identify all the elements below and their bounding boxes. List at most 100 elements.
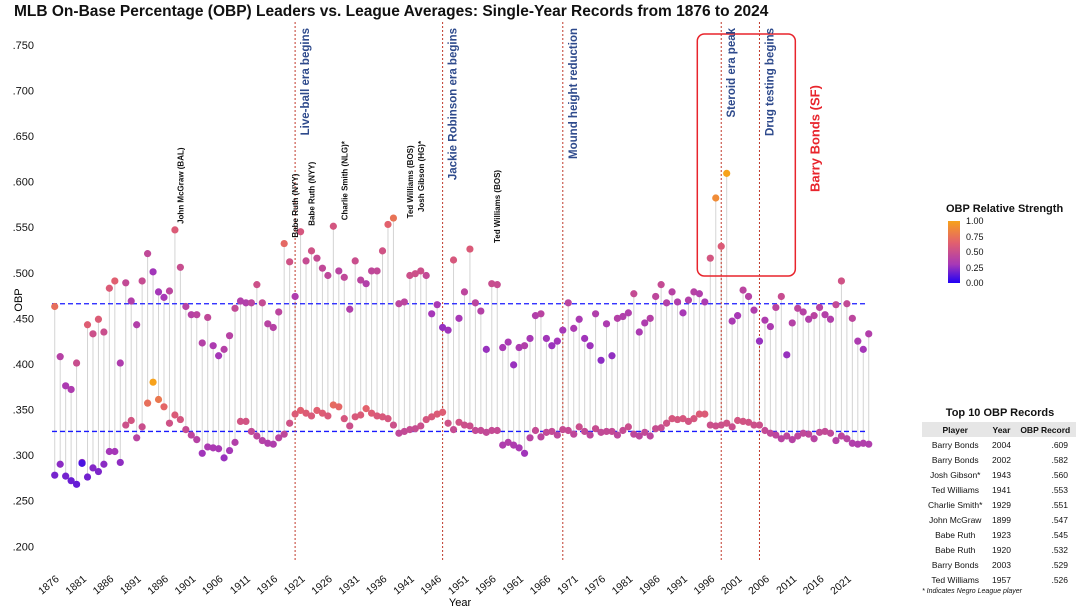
obp-leader-point (499, 343, 507, 352)
league-average-point (482, 428, 490, 436)
obp-leader-point (324, 271, 332, 280)
cell-year: 1941 (992, 484, 1011, 495)
obp-leader-point (488, 280, 496, 288)
obp-leader-point (471, 299, 479, 307)
legend-tick: 1.00 (966, 216, 984, 226)
obp-leader-point (357, 276, 365, 284)
league-average-point (187, 431, 195, 439)
x-tick-label: 1876 (36, 573, 62, 597)
table-row: Ted Williams 1941 .553 (922, 482, 1076, 497)
x-tick-label: 1981 (610, 573, 636, 597)
league-average-point (149, 378, 157, 386)
league-average-point (865, 440, 873, 448)
league-average-point (406, 426, 414, 434)
league-average-point (739, 417, 747, 425)
obp-leader-point (810, 312, 818, 320)
league-average-point (51, 471, 59, 479)
table-row: Josh Gibson* 1943 .560 (922, 467, 1076, 482)
league-average-point (493, 426, 501, 435)
cell-obp: .529 (1051, 559, 1068, 570)
obp-leader-point (504, 338, 512, 346)
x-tick-label: 1911 (228, 573, 253, 597)
league-average-point (777, 435, 785, 443)
obp-leader-point (160, 293, 168, 301)
league-average-point (133, 434, 141, 442)
obp-leader-point (373, 267, 381, 275)
obp-leader-point (706, 254, 714, 262)
x-tick-label: 1896 (145, 573, 171, 597)
obp-leader-point (788, 319, 796, 327)
cell-year: 1899 (992, 514, 1011, 525)
league-average-point (193, 436, 201, 444)
x-tick-label: 1901 (173, 573, 199, 597)
color-legend: OBP Relative Strength 1.00 0.75 0.50 0.2… (946, 203, 1076, 288)
league-average-point (204, 443, 212, 451)
league-average-point (766, 429, 774, 437)
obp-leader-point (291, 292, 299, 301)
player-annotation: Ted Williams (BOS) (493, 170, 502, 243)
league-average-point (548, 427, 556, 436)
league-average-point (378, 413, 387, 421)
obp-leader-point (111, 277, 119, 285)
obp-leader-point (204, 313, 212, 322)
obp-leader-point (307, 247, 316, 255)
league-average-point (171, 411, 179, 419)
cell-obp: .551 (1051, 499, 1068, 510)
league-average-point (810, 435, 818, 443)
league-average-point (805, 430, 813, 438)
obp-leader-point (176, 263, 184, 271)
obp-leader-point (602, 320, 611, 328)
league-average-point (275, 434, 283, 442)
league-average-point (340, 415, 348, 423)
league-average-point (679, 415, 687, 423)
cell-year: 2003 (992, 559, 1011, 570)
era-label: Jackie Robinson era begins (448, 28, 460, 180)
obp-leader-point (406, 271, 414, 280)
obp-leader-point (564, 299, 572, 307)
league-average-point (296, 406, 305, 415)
obp-leader-point (83, 321, 92, 329)
obp-leader-point (608, 352, 616, 360)
league-average-point (728, 423, 736, 431)
player-annotation: Charlie Smith (NLG)* (340, 140, 349, 220)
obp-leader-point (548, 342, 556, 350)
x-tick-label: 2016 (801, 573, 827, 597)
top10-table-panel: Top 10 OBP Records Player Year OBP Recor… (922, 407, 1078, 595)
league-average-point (313, 406, 321, 415)
cell-player: Ted Williams (931, 574, 980, 585)
league-average-point (324, 412, 332, 420)
cell-obp: .609 (1051, 439, 1068, 450)
obp-leader-point (122, 279, 130, 287)
obp-leader-point (154, 288, 163, 296)
league-average-point (335, 403, 343, 411)
chart-title: MLB On-Base Percentage (OBP) Leaders vs.… (14, 3, 769, 20)
league-average-point (56, 460, 64, 468)
obp-leader-point (422, 271, 430, 280)
obp-leader-point (477, 307, 485, 315)
x-tick-label: 1966 (528, 573, 554, 597)
reference-lines-group (52, 22, 866, 560)
league-average-point (559, 426, 567, 434)
league-average-point (247, 427, 256, 436)
league-average-point (62, 472, 70, 480)
league-average-point (499, 441, 507, 449)
league-average-point (641, 428, 649, 436)
obp-leader-point (679, 309, 687, 317)
league-average-point (89, 464, 97, 472)
table-row: Ted Williams 1957 .526 (922, 572, 1076, 587)
obp-leader-point (378, 247, 387, 255)
obp-leader-point (559, 326, 567, 334)
league-average-point (105, 447, 113, 456)
league-average-point (116, 458, 124, 467)
league-average-point (165, 419, 174, 427)
league-average-point (799, 429, 807, 437)
obp-leader-point (668, 288, 676, 296)
league-average-point (837, 432, 846, 440)
league-average-point (280, 430, 288, 438)
league-average-point (723, 419, 731, 427)
league-average-point (608, 427, 616, 436)
league-average-point (389, 421, 398, 429)
obp-leader-point (766, 322, 774, 331)
league-average-point (449, 426, 458, 434)
obp-leader-point (280, 239, 288, 248)
